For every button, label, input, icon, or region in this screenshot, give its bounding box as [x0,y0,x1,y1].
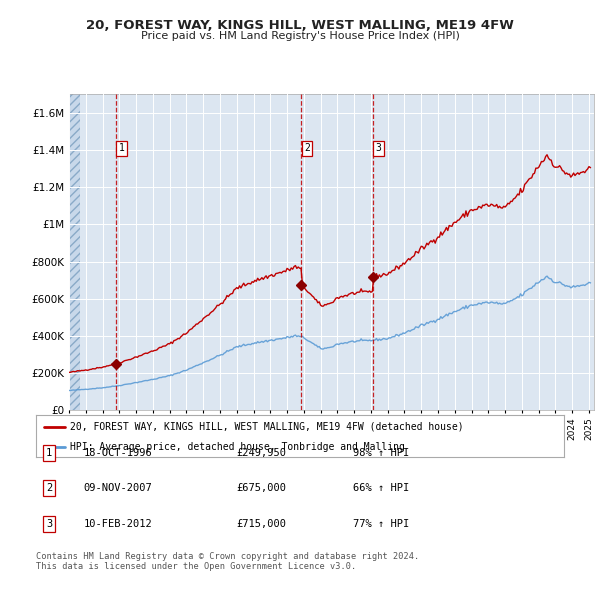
Text: 3: 3 [375,143,381,153]
Text: 2: 2 [46,483,52,493]
Text: HPI: Average price, detached house, Tonbridge and Malling: HPI: Average price, detached house, Tonb… [70,442,405,451]
Bar [69,94,80,410]
Text: Contains HM Land Registry data © Crown copyright and database right 2024.
This d: Contains HM Land Registry data © Crown c… [36,552,419,571]
Text: 18-OCT-1996: 18-OCT-1996 [83,448,152,458]
Text: 77% ↑ HPI: 77% ↑ HPI [353,519,409,529]
Text: 20, FOREST WAY, KINGS HILL, WEST MALLING, ME19 4FW: 20, FOREST WAY, KINGS HILL, WEST MALLING… [86,19,514,32]
Text: 98% ↑ HPI: 98% ↑ HPI [353,448,409,458]
Text: 1: 1 [46,448,52,458]
Text: £715,000: £715,000 [236,519,287,529]
Text: 10-FEB-2012: 10-FEB-2012 [83,519,152,529]
Text: 09-NOV-2007: 09-NOV-2007 [83,483,152,493]
Text: 1: 1 [118,143,124,153]
Text: 20, FOREST WAY, KINGS HILL, WEST MALLING, ME19 4FW (detached house): 20, FOREST WAY, KINGS HILL, WEST MALLING… [70,422,464,432]
Text: 2: 2 [304,143,310,153]
Text: Price paid vs. HM Land Registry's House Price Index (HPI): Price paid vs. HM Land Registry's House … [140,31,460,41]
Text: £675,000: £675,000 [236,483,287,493]
Text: 3: 3 [46,519,52,529]
Text: 66% ↑ HPI: 66% ↑ HPI [353,483,409,493]
Text: £249,950: £249,950 [236,448,287,458]
